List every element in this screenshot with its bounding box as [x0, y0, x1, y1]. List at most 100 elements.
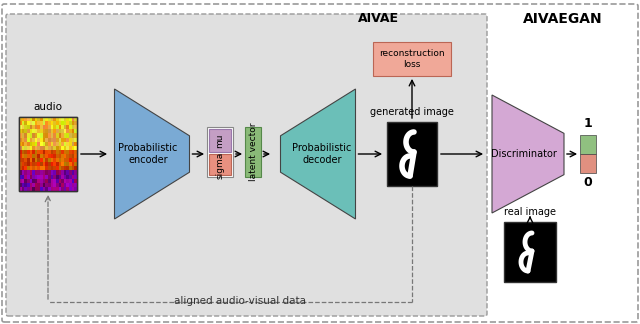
Bar — [58, 174, 61, 179]
Polygon shape — [492, 95, 564, 213]
Bar — [32, 145, 35, 150]
Bar — [27, 149, 30, 154]
Bar — [35, 121, 38, 125]
Bar — [24, 154, 28, 158]
Bar — [61, 162, 64, 166]
Bar — [19, 117, 77, 191]
Bar — [48, 178, 51, 183]
Bar — [24, 117, 28, 121]
Bar — [40, 174, 44, 179]
Bar — [22, 162, 25, 166]
Bar — [32, 129, 35, 133]
Bar — [22, 137, 25, 142]
Bar — [48, 166, 51, 170]
Bar — [69, 162, 72, 166]
Bar — [56, 154, 59, 158]
Bar — [69, 170, 72, 175]
Bar — [43, 125, 46, 129]
Bar — [67, 133, 70, 138]
Bar — [29, 129, 33, 133]
Bar — [40, 149, 44, 154]
Bar — [45, 117, 49, 121]
Bar — [72, 141, 75, 146]
Bar — [24, 121, 28, 125]
Bar — [24, 170, 28, 175]
Bar — [43, 170, 46, 175]
Bar — [72, 117, 75, 121]
Bar — [72, 157, 75, 162]
Bar — [61, 117, 64, 121]
Bar — [74, 178, 77, 183]
Bar — [67, 178, 70, 183]
Bar — [48, 182, 51, 187]
Bar — [58, 141, 61, 146]
Bar — [38, 178, 40, 183]
Bar — [72, 182, 75, 187]
Bar — [56, 149, 59, 154]
Bar — [72, 129, 75, 133]
Bar — [53, 133, 56, 138]
Bar — [19, 157, 22, 162]
Text: audio: audio — [33, 102, 63, 112]
Bar — [61, 129, 64, 133]
Bar — [58, 137, 61, 142]
Bar — [38, 174, 40, 179]
Bar — [69, 125, 72, 129]
Bar — [29, 170, 33, 175]
Bar — [53, 121, 56, 125]
Bar — [19, 149, 22, 154]
Bar — [58, 149, 61, 154]
Bar — [19, 170, 22, 175]
Bar — [40, 166, 44, 170]
Bar — [67, 121, 70, 125]
Bar — [64, 121, 67, 125]
Bar — [209, 154, 231, 175]
Bar — [74, 154, 77, 158]
Bar — [40, 125, 44, 129]
Bar — [43, 182, 46, 187]
Bar — [29, 125, 33, 129]
Bar — [48, 170, 51, 175]
Bar — [43, 157, 46, 162]
Bar — [43, 174, 46, 179]
Bar — [38, 145, 40, 150]
Bar — [40, 117, 44, 121]
Bar — [64, 129, 67, 133]
Bar — [19, 166, 22, 170]
Bar — [64, 178, 67, 183]
Bar — [58, 170, 61, 175]
Bar — [40, 141, 44, 146]
Bar — [32, 154, 35, 158]
Bar — [72, 178, 75, 183]
Bar — [24, 166, 28, 170]
Bar — [58, 182, 61, 187]
Bar — [32, 157, 35, 162]
Bar — [24, 157, 28, 162]
Bar — [35, 149, 38, 154]
Bar — [40, 129, 44, 133]
Bar — [48, 141, 51, 146]
Bar — [29, 141, 33, 146]
Bar — [48, 174, 51, 179]
Bar — [74, 121, 77, 125]
Bar — [45, 137, 49, 142]
Bar — [45, 149, 49, 154]
Bar — [67, 154, 70, 158]
Bar — [67, 162, 70, 166]
Bar — [29, 174, 33, 179]
Bar — [35, 125, 38, 129]
Bar — [38, 186, 40, 191]
Bar — [48, 154, 51, 158]
Bar — [48, 157, 51, 162]
Text: generated image: generated image — [370, 107, 454, 117]
Bar — [24, 129, 28, 133]
Bar — [38, 141, 40, 146]
Bar — [24, 125, 28, 129]
Bar — [56, 174, 59, 179]
Bar — [64, 149, 67, 154]
Bar — [38, 117, 40, 121]
Bar — [48, 129, 51, 133]
Bar — [74, 170, 77, 175]
Bar — [29, 133, 33, 138]
Bar — [27, 186, 30, 191]
